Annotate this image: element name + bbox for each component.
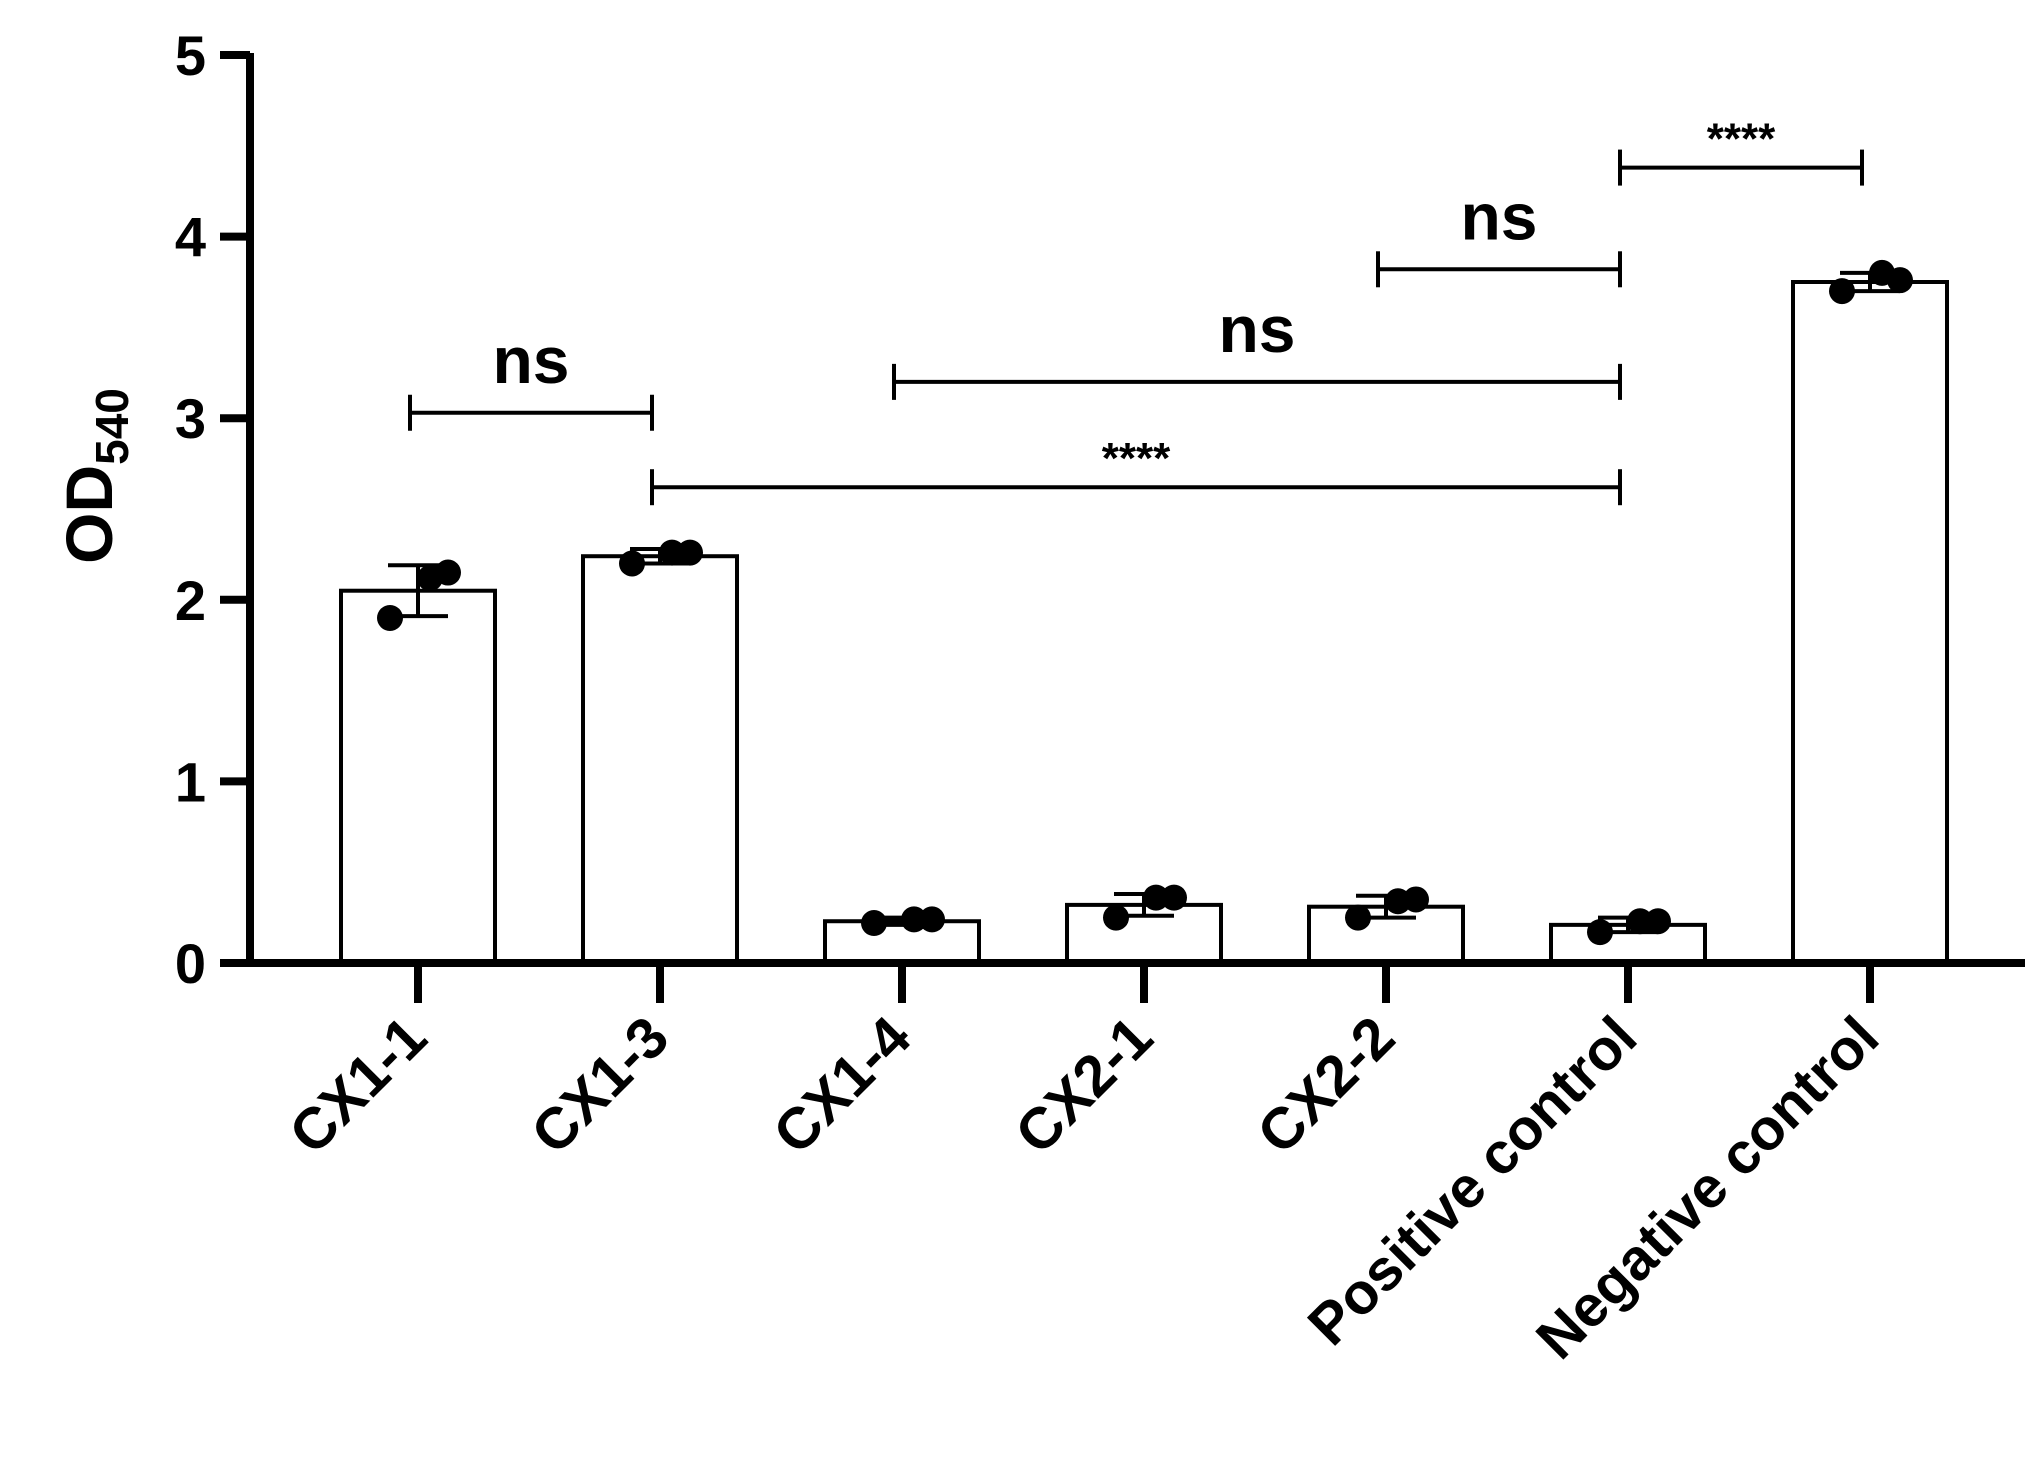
y-axis-title: OD540 xyxy=(52,388,138,564)
y-tick-label-4: 4 xyxy=(175,206,206,269)
x-category-label-3: CX2-1 xyxy=(1003,1004,1165,1166)
data-point-2-2 xyxy=(919,906,945,933)
y-tick-label-3: 3 xyxy=(175,387,206,450)
sig-label-4: **** xyxy=(1707,115,1776,164)
x-category-label-2: CX1-4 xyxy=(761,1004,923,1166)
axes-layer xyxy=(220,51,2025,1003)
sig-label-2: ns xyxy=(1218,292,1295,366)
bar-1 xyxy=(581,554,739,965)
x-category-label-0: CX1-1 xyxy=(277,1004,439,1166)
data-point-0-2 xyxy=(435,559,461,586)
x-category-label-1: CX1-3 xyxy=(519,1004,681,1166)
bar-2 xyxy=(823,919,981,965)
data-point-5-0 xyxy=(1587,919,1613,946)
data-point-2-0 xyxy=(861,910,887,937)
data-point-4-0 xyxy=(1345,904,1371,931)
y-tick-label-2: 2 xyxy=(175,569,206,632)
data-point-5-1 xyxy=(1627,908,1653,935)
data-point-1-2 xyxy=(677,539,703,566)
data-point-4-2 xyxy=(1403,886,1429,913)
data-point-1-0 xyxy=(619,550,645,577)
data-point-5-2 xyxy=(1645,908,1671,935)
bar-0 xyxy=(339,588,497,965)
y-axis-title-subscript: 540 xyxy=(86,388,138,465)
data-point-0-0 xyxy=(377,604,403,631)
data-point-6-0 xyxy=(1829,278,1855,305)
data-point-1-1 xyxy=(659,539,685,566)
data-point-3-0 xyxy=(1103,904,1129,931)
x-category-label-4: CX2-2 xyxy=(1245,1004,1407,1166)
data-point-6-2 xyxy=(1887,267,1913,294)
data-point-3-1 xyxy=(1143,884,1169,911)
y-tick-label-0: 0 xyxy=(175,932,206,995)
sig-label-1: **** xyxy=(1102,434,1171,483)
y-tick-label-1: 1 xyxy=(175,750,206,813)
sig-label-0: ns xyxy=(492,323,569,397)
data-points-layer xyxy=(377,259,1913,946)
y-tick-label-5: 5 xyxy=(175,24,206,87)
sig-label-3: ns xyxy=(1460,179,1537,253)
data-point-2-1 xyxy=(901,906,927,933)
y-axis-title-main: OD xyxy=(52,465,126,564)
significance-layer: ns **** ns ns **** xyxy=(408,115,1864,506)
bar-6 xyxy=(1791,280,1949,965)
data-point-3-2 xyxy=(1161,884,1187,911)
bars-layer xyxy=(339,280,1949,966)
